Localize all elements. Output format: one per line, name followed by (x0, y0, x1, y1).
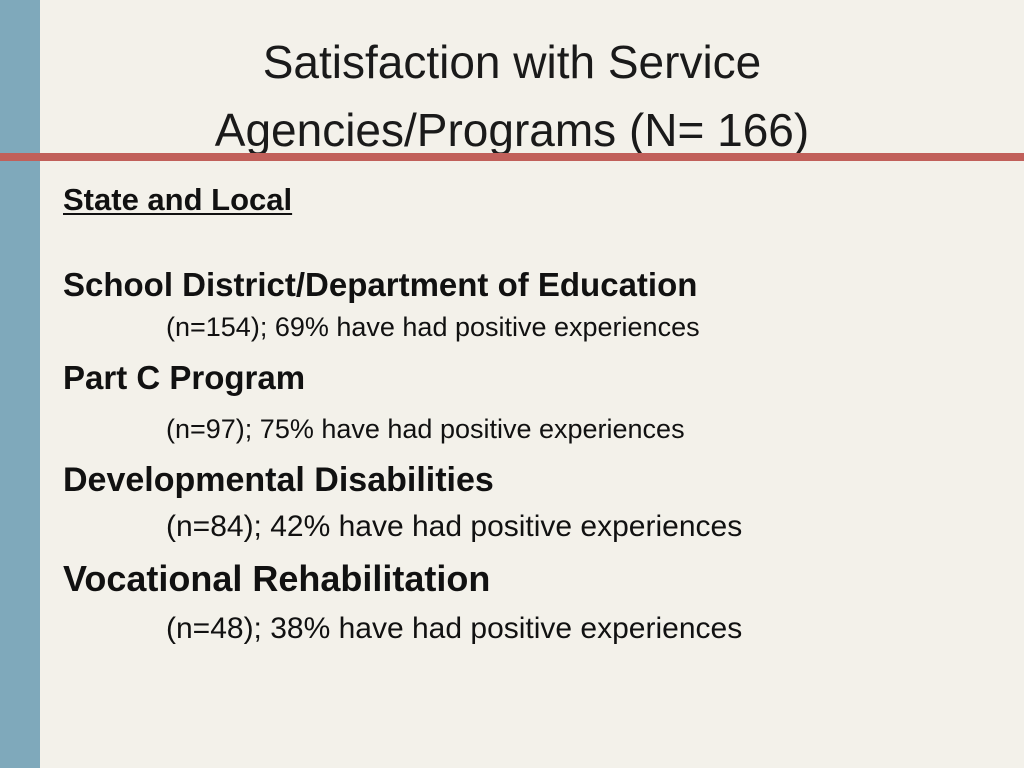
slide-title-line-2: Agencies/Programs (N= 166) (214, 104, 810, 156)
agency-detail-school-district: (n=154); 69% have had positive experienc… (166, 312, 700, 342)
slide-title: Satisfaction with Service Agencies/Progr… (40, 28, 984, 164)
slide-title-line-1: Satisfaction with Service (262, 36, 762, 88)
left-accent-bar (0, 0, 40, 768)
agency-detail-vocational-rehabilitation: (n=48); 38% have had positive experience… (166, 612, 743, 645)
agency-name-part-c: Part C Program (63, 359, 306, 396)
agency-detail-developmental-disabilities: (n=84); 42% have had positive experience… (166, 510, 743, 543)
agency-name-vocational-rehabilitation: Vocational Rehabilitation (63, 558, 491, 599)
agency-name-developmental-disabilities: Developmental Disabilities (63, 461, 494, 499)
title-divider (0, 153, 1024, 161)
agency-name-school-district: School District/Department of Education (63, 266, 698, 303)
section-heading: State and Local (63, 182, 293, 217)
agency-detail-part-c: (n=97); 75% have had positive experience… (166, 414, 685, 444)
